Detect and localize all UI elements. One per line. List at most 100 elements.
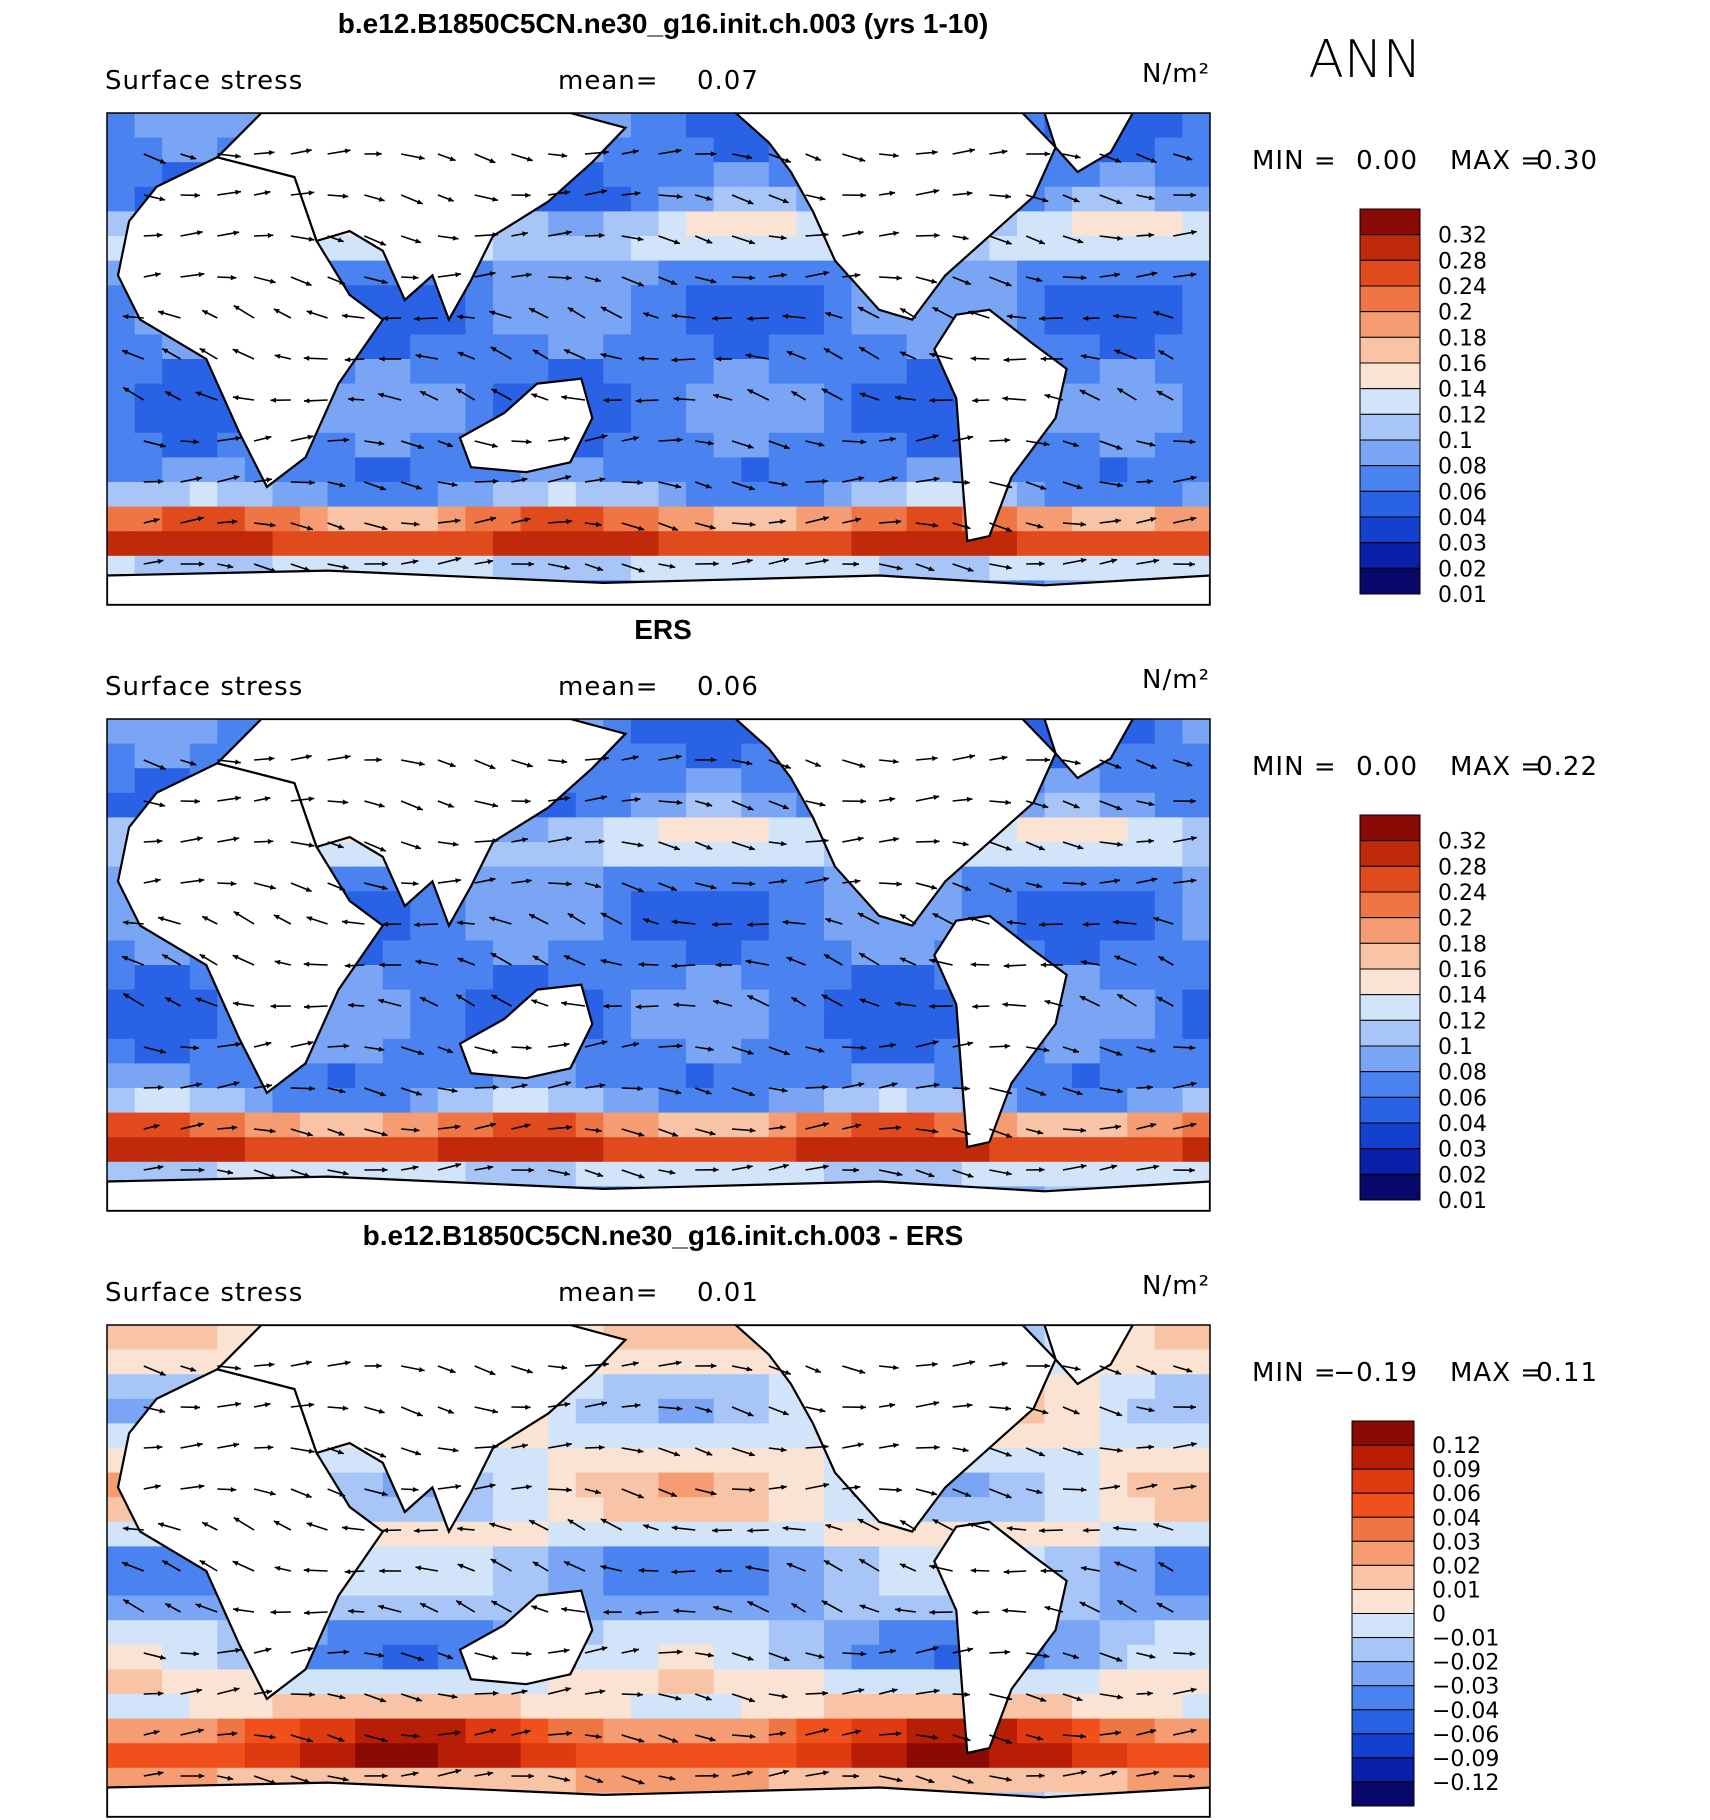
field-cell [713, 1088, 742, 1114]
vector-head [1114, 1561, 1121, 1567]
field-cell [1099, 211, 1128, 237]
vector-head [707, 440, 714, 446]
vector-head [308, 1448, 315, 1454]
vector-head [822, 516, 829, 522]
mean-value: 0.07 [697, 66, 759, 96]
eurasia-coastline [215, 113, 628, 323]
field-cell [768, 1014, 797, 1040]
vector-head [711, 315, 718, 322]
field-cell [107, 1669, 136, 1695]
vector-head [563, 1042, 570, 1048]
vector-head [715, 962, 722, 968]
field-cell [1127, 1669, 1156, 1695]
vector-head [1115, 518, 1121, 524]
vector-head [376, 757, 382, 763]
vector-head [857, 836, 864, 842]
vector-head [929, 1003, 935, 1009]
vector-head [524, 1123, 531, 1129]
field-cell [1154, 743, 1184, 769]
field-cell [603, 162, 632, 188]
field-cell [493, 1571, 522, 1597]
vector-head [1153, 916, 1160, 922]
vector-head [1190, 229, 1197, 236]
field-cell [575, 817, 604, 843]
vector-head [782, 1769, 789, 1775]
field-cell [603, 1063, 632, 1089]
colorbar-cell [1351, 1444, 1415, 1470]
vector-head [305, 1360, 312, 1366]
vector-head [675, 1695, 682, 1701]
vector-head [822, 232, 829, 238]
field-cell [658, 1137, 687, 1163]
vector-head [746, 1366, 753, 1372]
vector-head [447, 802, 454, 808]
vector-head [932, 434, 939, 440]
vector-head [633, 435, 640, 441]
field-cell [1044, 1063, 1073, 1089]
field-cell [934, 1767, 963, 1793]
vector-head [412, 880, 419, 887]
colorbar-cell [1359, 311, 1421, 338]
field-cell [934, 432, 963, 458]
field-cell [603, 260, 632, 286]
field-cell [575, 1472, 604, 1498]
field-cell [1154, 1014, 1184, 1040]
field-cell [796, 866, 825, 892]
field-cell [796, 1743, 825, 1769]
vector-head [452, 235, 459, 241]
field-cell [1127, 965, 1156, 991]
field-cell [465, 915, 494, 941]
vector-head [859, 1368, 866, 1374]
field-cell [713, 1546, 742, 1572]
field-cell [107, 1546, 136, 1572]
field-cell [575, 1398, 604, 1424]
field-cell [410, 1014, 439, 1040]
colorbar-cell [1359, 891, 1421, 919]
field-cell [989, 236, 1018, 262]
field-cell [686, 285, 715, 311]
field-cell [327, 1063, 356, 1089]
field-cell [575, 457, 604, 483]
vector-head [339, 1694, 346, 1700]
chart-panel-1: b.e12.B1850C5CN.ne30_g16.init.ch.003 (yr… [105, 8, 1597, 608]
field-cell [713, 211, 742, 237]
field-cell [1016, 915, 1046, 941]
vector-head [413, 316, 420, 322]
field-cell [658, 236, 687, 262]
field-cell [686, 432, 715, 458]
vector-head [673, 1451, 680, 1457]
field-cell [1182, 1472, 1210, 1498]
field-cell [796, 1669, 825, 1695]
field-cell [1016, 866, 1046, 892]
field-cell [382, 1718, 411, 1744]
field-cell [382, 309, 411, 335]
field-cell [382, 1014, 411, 1040]
colorbar-cell [1359, 490, 1421, 518]
colorbar-cell [1351, 1637, 1415, 1663]
vector-head [889, 190, 896, 196]
vector-head [454, 1124, 461, 1130]
field-cell [658, 915, 687, 941]
vector-head [601, 434, 608, 440]
vector-head [415, 1696, 422, 1702]
vector-head [1005, 193, 1011, 199]
vector-head [227, 1775, 234, 1781]
vector-head [970, 1567, 977, 1574]
vector-head [638, 1131, 645, 1137]
vector-head [713, 1605, 720, 1611]
field-cell [603, 891, 632, 917]
colorbar-cell [1359, 994, 1421, 1021]
vector-head [524, 517, 531, 523]
field-cell [1127, 1743, 1156, 1769]
field-cell [796, 1088, 825, 1114]
vector-head [525, 1404, 531, 1410]
vector-head [492, 232, 499, 238]
australia-coastline [458, 1589, 594, 1686]
field-cell [1127, 1161, 1156, 1187]
vector-head [190, 154, 197, 160]
field-cell [989, 1448, 1018, 1474]
vector-head [342, 1170, 349, 1176]
field-cell [768, 506, 797, 532]
vector-head [857, 307, 864, 312]
